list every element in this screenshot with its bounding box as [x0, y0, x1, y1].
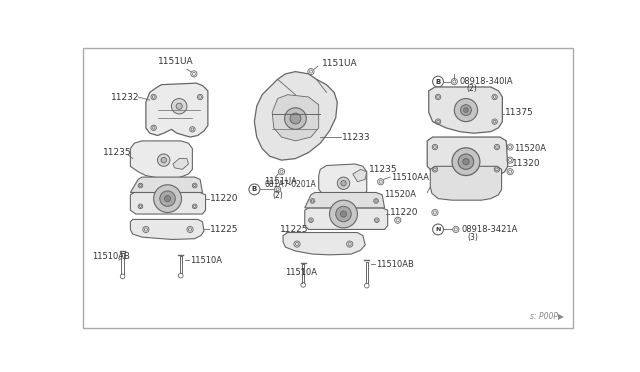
Circle shape	[454, 99, 477, 122]
Circle shape	[461, 105, 472, 115]
Text: 081A7-0201A: 081A7-0201A	[264, 180, 316, 189]
Polygon shape	[131, 192, 205, 214]
Circle shape	[458, 154, 474, 169]
Text: 08918-340IA: 08918-340IA	[460, 77, 513, 86]
Text: (2): (2)	[272, 191, 283, 200]
Circle shape	[463, 158, 469, 165]
Text: 11510A: 11510A	[190, 256, 222, 265]
Polygon shape	[430, 166, 502, 200]
Circle shape	[160, 191, 175, 206]
Text: 11225: 11225	[210, 225, 239, 234]
Text: 11232: 11232	[111, 93, 140, 102]
Polygon shape	[429, 87, 502, 133]
Circle shape	[290, 113, 301, 124]
Text: 11235: 11235	[369, 165, 397, 174]
Polygon shape	[131, 177, 202, 192]
Text: s: P00P▶: s: P00P▶	[531, 311, 564, 320]
Text: (3): (3)	[467, 232, 478, 242]
Text: 11510AB: 11510AB	[92, 252, 129, 261]
Text: 11220: 11220	[390, 208, 419, 217]
Text: 08918-3421A: 08918-3421A	[461, 225, 518, 234]
Text: 11510AB: 11510AB	[376, 260, 414, 269]
Text: 1151UA: 1151UA	[322, 59, 357, 68]
Circle shape	[154, 185, 182, 212]
Polygon shape	[319, 164, 367, 201]
Circle shape	[157, 154, 170, 166]
Polygon shape	[428, 137, 508, 177]
Circle shape	[452, 148, 480, 176]
Polygon shape	[305, 208, 388, 230]
Text: 11520A: 11520A	[385, 190, 417, 199]
Circle shape	[463, 108, 468, 112]
Polygon shape	[254, 71, 337, 160]
Polygon shape	[283, 232, 365, 255]
Text: 1151UA: 1151UA	[157, 57, 193, 66]
Polygon shape	[353, 169, 367, 182]
Text: (2): (2)	[466, 84, 477, 93]
Text: 11225: 11225	[280, 225, 308, 234]
Text: B: B	[252, 186, 257, 192]
Circle shape	[172, 99, 187, 114]
Text: 11220: 11220	[210, 194, 239, 203]
Polygon shape	[272, 95, 319, 141]
Text: 11375: 11375	[505, 108, 534, 117]
Text: N: N	[435, 227, 441, 232]
Text: 11320: 11320	[513, 160, 541, 169]
Circle shape	[340, 180, 346, 186]
Circle shape	[161, 157, 166, 163]
Polygon shape	[305, 192, 385, 208]
Polygon shape	[131, 219, 204, 240]
Circle shape	[176, 103, 182, 109]
Text: B: B	[435, 78, 441, 84]
Text: 1151UA: 1151UA	[264, 177, 298, 186]
Polygon shape	[146, 83, 208, 137]
Text: 11235: 11235	[103, 148, 132, 157]
Text: 11510AA: 11510AA	[392, 173, 429, 182]
Polygon shape	[173, 158, 189, 169]
Text: 11510A: 11510A	[285, 268, 317, 277]
Text: 11520A: 11520A	[514, 144, 546, 153]
Circle shape	[340, 211, 347, 217]
Polygon shape	[131, 141, 193, 179]
Circle shape	[164, 196, 171, 202]
Circle shape	[336, 206, 351, 222]
Circle shape	[330, 200, 358, 228]
Circle shape	[337, 177, 349, 189]
Circle shape	[285, 108, 307, 129]
Text: 11233: 11233	[342, 132, 371, 141]
